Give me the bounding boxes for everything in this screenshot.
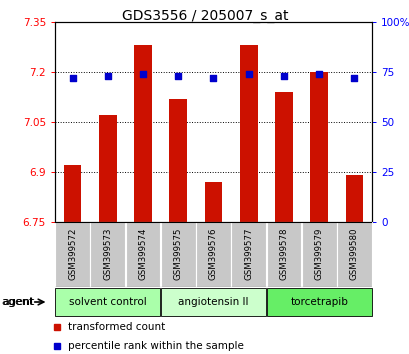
Bar	[310, 72, 327, 222]
Point	[104, 73, 111, 79]
Text: GSM399572: GSM399572	[68, 227, 77, 280]
Bar	[274, 92, 292, 222]
Text: GSM399576: GSM399576	[209, 227, 218, 280]
Point	[245, 71, 252, 77]
Point	[175, 73, 181, 79]
Text: transformed count: transformed count	[67, 322, 164, 332]
Bar	[301, 222, 336, 287]
Bar	[160, 222, 195, 287]
Text: GSM399573: GSM399573	[103, 227, 112, 280]
Bar	[90, 222, 125, 287]
Text: GSM399575: GSM399575	[173, 227, 182, 280]
Bar	[336, 222, 371, 287]
Text: solvent control: solvent control	[69, 297, 146, 307]
Text: GSM399578: GSM399578	[279, 227, 288, 280]
Text: agent: agent	[2, 297, 34, 307]
Text: GSM399577: GSM399577	[244, 227, 253, 280]
Text: angiotensin II: angiotensin II	[178, 297, 248, 307]
Bar	[169, 99, 187, 222]
Bar	[231, 222, 265, 287]
Bar	[266, 287, 371, 316]
Bar	[266, 222, 301, 287]
Bar	[345, 175, 362, 222]
Bar	[99, 115, 116, 222]
Text: GDS3556 / 205007_s_at: GDS3556 / 205007_s_at	[121, 9, 288, 23]
Text: GSM399579: GSM399579	[314, 227, 323, 280]
Point	[315, 71, 321, 77]
Text: torcetrapib: torcetrapib	[290, 297, 347, 307]
Point	[69, 75, 76, 81]
Bar	[196, 222, 230, 287]
Bar	[160, 287, 265, 316]
Bar	[55, 222, 90, 287]
Bar	[64, 165, 81, 222]
Bar	[55, 287, 160, 316]
Point	[280, 73, 287, 79]
Text: GSM399580: GSM399580	[349, 227, 358, 280]
Text: percentile rank within the sample: percentile rank within the sample	[67, 341, 243, 351]
Point	[210, 75, 216, 81]
Bar	[125, 222, 160, 287]
Bar	[204, 182, 222, 222]
Bar	[239, 45, 257, 222]
Text: GSM399574: GSM399574	[138, 227, 147, 280]
Point	[350, 75, 357, 81]
Point	[139, 71, 146, 77]
Text: agent: agent	[1, 297, 34, 307]
Bar	[134, 45, 151, 222]
